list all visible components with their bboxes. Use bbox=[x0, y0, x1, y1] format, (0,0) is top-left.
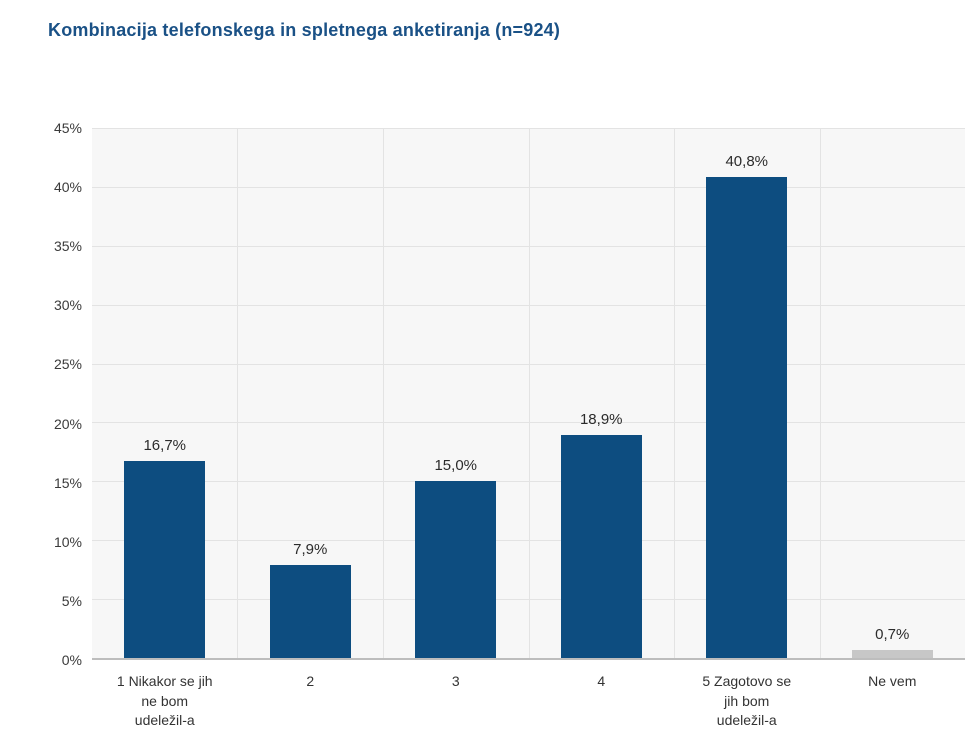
v-gridline bbox=[528, 128, 530, 658]
x-category-label-line: Ne vem bbox=[868, 673, 917, 689]
bar-3: 15,0% bbox=[415, 457, 497, 658]
bar-5: 40,8% bbox=[706, 153, 788, 658]
x-category-label: 3 bbox=[383, 672, 529, 731]
y-tick-label: 25% bbox=[53, 356, 82, 373]
x-category-label-line: 2 bbox=[306, 673, 315, 689]
y-tick-label: 5% bbox=[61, 592, 82, 609]
plot-area: 16,7% 7,9% 15,0% 18,9% 40,8% 0,7% bbox=[92, 128, 965, 660]
x-category-label-line: 4 bbox=[597, 673, 606, 689]
v-gridline bbox=[819, 128, 821, 658]
x-category-label-line: 5 Zagotovo se bbox=[702, 673, 792, 689]
bar-value-label: 7,9% bbox=[293, 540, 328, 558]
y-tick-label: 40% bbox=[53, 179, 82, 196]
y-tick-label: 35% bbox=[53, 238, 82, 255]
v-gridline bbox=[673, 128, 675, 658]
x-category-label: 4 bbox=[529, 672, 675, 731]
bar-value-label: 16,7% bbox=[143, 437, 187, 455]
y-tick-label: 30% bbox=[53, 297, 82, 314]
y-tick-label: 0% bbox=[61, 652, 82, 668]
x-category-label-line: 3 bbox=[451, 673, 460, 689]
x-category-label: 1 Nikakor se jih ne bom udeležil-a bbox=[92, 672, 238, 731]
y-tick-label: 15% bbox=[53, 474, 82, 491]
bar-2: 7,9% bbox=[269, 541, 351, 658]
bar-value-label: 18,9% bbox=[579, 411, 623, 429]
y-tick-label: 10% bbox=[53, 533, 82, 550]
y-tick-label: 45% bbox=[53, 120, 82, 136]
bar-value-label: 0,7% bbox=[875, 625, 910, 643]
x-category-label: Ne vem bbox=[820, 672, 966, 731]
x-category-label-line: udeležil-a bbox=[134, 712, 195, 729]
v-gridline bbox=[237, 128, 239, 658]
bar-4: 18,9% bbox=[560, 411, 642, 658]
y-tick-label: 20% bbox=[53, 415, 82, 432]
x-category-label-line: jih bom bbox=[724, 692, 770, 709]
bar-6: 0,7% bbox=[851, 626, 933, 658]
bar-value-label: 40,8% bbox=[725, 153, 769, 171]
x-axis: 1 Nikakor se jih ne bom udeležil-a 2 3 4 5 Zag… bbox=[92, 672, 965, 731]
x-category-label: 5 Zagotovo se jih bom udeležil-a bbox=[674, 672, 820, 731]
x-category-label-line: udeležil-a bbox=[716, 712, 777, 729]
y-axis: 45% 40% 35% 30% 25% 20% 15% 10% 5% 0% bbox=[0, 120, 82, 668]
x-category-label-line: 1 Nikakor se jih bbox=[116, 673, 213, 689]
bar-value-label: 15,0% bbox=[434, 457, 478, 475]
x-category-label-line: ne bom bbox=[141, 692, 189, 709]
chart-title: Kombinacija telefonskega in spletnega an… bbox=[48, 20, 561, 40]
x-category-label: 2 bbox=[238, 672, 384, 731]
bar-1: 16,7% bbox=[124, 437, 206, 658]
v-gridline bbox=[382, 128, 384, 658]
bar-chart: 45% 40% 35% 30% 25% 20% 15% 10% 5% 0% 16,7% 7,9% 15… bbox=[0, 120, 979, 731]
